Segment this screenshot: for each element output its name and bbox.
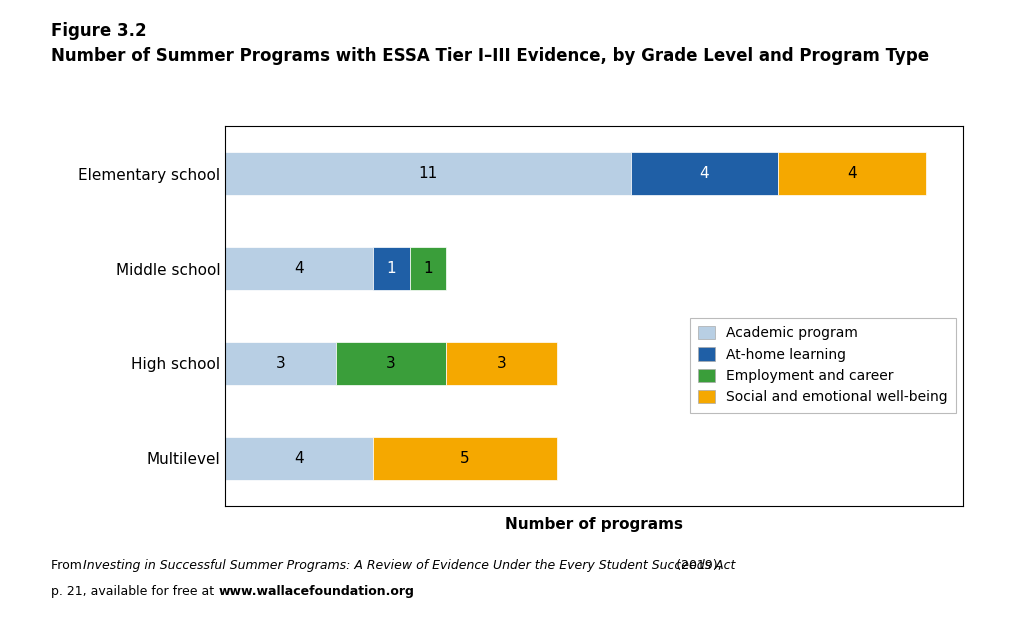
- Bar: [631, 152, 778, 195]
- Text: 4: 4: [294, 451, 304, 466]
- Text: Number of Summer Programs with ESSA Tier I–III Evidence, by Grade Level and Prog: Number of Summer Programs with ESSA Tier…: [51, 47, 930, 65]
- Bar: [225, 437, 373, 480]
- Bar: [446, 342, 557, 385]
- Text: 1: 1: [423, 261, 433, 276]
- Text: 3: 3: [386, 356, 396, 371]
- Text: 4: 4: [847, 166, 857, 181]
- Text: Investing in Successful Summer Programs: A Review of Evidence Under the Every St: Investing in Successful Summer Programs:…: [83, 559, 735, 573]
- Text: p. 21, available for free at: p. 21, available for free at: [51, 585, 218, 598]
- Bar: [373, 247, 410, 290]
- Bar: [225, 247, 373, 290]
- Bar: [336, 342, 446, 385]
- Text: www.wallacefoundation.org: www.wallacefoundation.org: [218, 585, 414, 598]
- Text: 3: 3: [275, 356, 286, 371]
- Text: 5: 5: [460, 451, 470, 466]
- Text: (2019),: (2019),: [670, 559, 721, 573]
- Text: 11: 11: [419, 166, 437, 181]
- Bar: [410, 247, 446, 290]
- Text: From: From: [51, 559, 86, 573]
- Bar: [778, 152, 926, 195]
- Text: 3: 3: [497, 356, 507, 371]
- Text: Figure 3.2: Figure 3.2: [51, 22, 146, 40]
- Text: 4: 4: [294, 261, 304, 276]
- Bar: [373, 437, 557, 480]
- Legend: Academic program, At-home learning, Employment and career, Social and emotional : Academic program, At-home learning, Empl…: [689, 318, 955, 413]
- X-axis label: Number of programs: Number of programs: [505, 517, 683, 532]
- Text: 4: 4: [699, 166, 710, 181]
- Bar: [225, 152, 631, 195]
- Bar: [225, 342, 336, 385]
- Text: 1: 1: [386, 261, 396, 276]
